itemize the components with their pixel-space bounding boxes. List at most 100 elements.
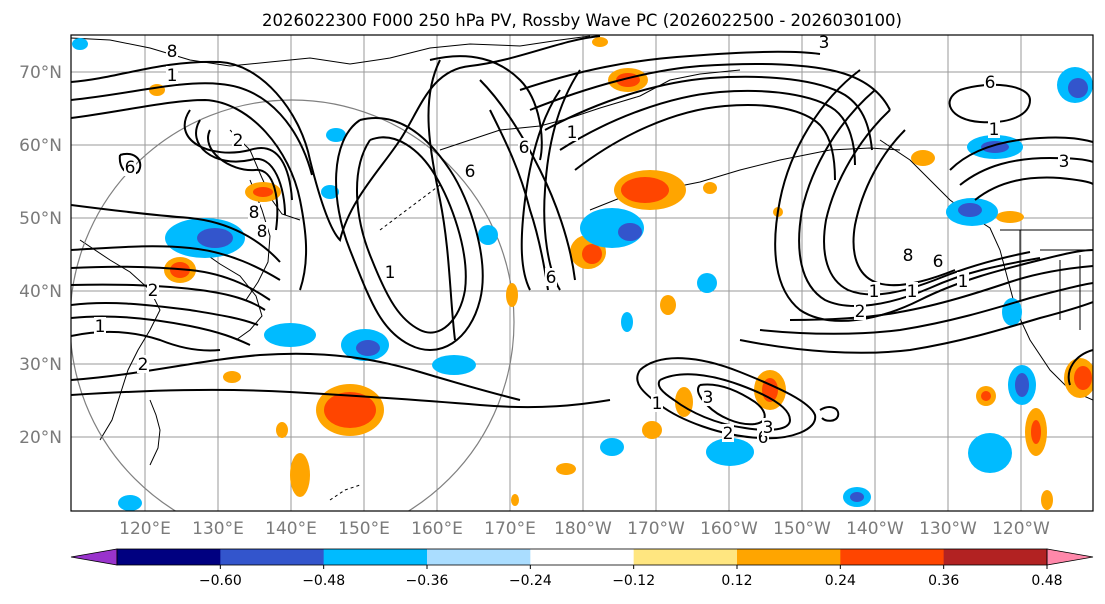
anomaly-patch-small bbox=[1041, 490, 1053, 510]
lat-label: 40°N bbox=[19, 282, 62, 302]
coastline-bering bbox=[439, 69, 741, 151]
contour-label: 6 bbox=[758, 428, 769, 448]
contour-label: 1 bbox=[167, 66, 178, 86]
kuril-chain bbox=[379, 184, 441, 231]
anomaly-patch-subtropical-low bbox=[843, 487, 871, 507]
pv-contour bbox=[544, 75, 873, 151]
anomaly-patch-east-pacific-low bbox=[1008, 365, 1036, 405]
colorbar-segments bbox=[117, 549, 1048, 565]
anomaly-patch-small bbox=[556, 463, 576, 475]
anomaly-patch-negative bbox=[432, 355, 476, 375]
colorbar-segment bbox=[427, 549, 531, 565]
contour-label: 1 bbox=[385, 263, 396, 283]
contour-label: 8 bbox=[167, 42, 178, 62]
contour-label: 1 bbox=[95, 317, 106, 337]
colorbar-tick-label: −0.60 bbox=[199, 573, 242, 589]
lon-label: 140°W bbox=[846, 519, 904, 539]
anomaly-patch-small bbox=[660, 295, 676, 315]
contour-label: 8 bbox=[257, 222, 268, 242]
anomaly-patch-kuroshio bbox=[316, 384, 384, 436]
contour-label: 1 bbox=[989, 120, 1000, 140]
lon-label: 170°W bbox=[627, 519, 685, 539]
lat-label: 50°N bbox=[19, 209, 62, 229]
anomaly-patch-central-pacific-low bbox=[341, 329, 389, 361]
anomaly-patch-aleutian-south bbox=[580, 208, 644, 248]
pv-contour bbox=[789, 265, 1093, 321]
colorbar-tick-label: −0.48 bbox=[302, 573, 345, 589]
contour-label: 3 bbox=[703, 388, 714, 408]
contour-label: 6 bbox=[985, 73, 996, 93]
pv-contour bbox=[949, 136, 1093, 171]
anomaly-patch-gulf bbox=[976, 386, 996, 406]
contour-label: 1 bbox=[567, 123, 578, 143]
anomaly-patch-arctic bbox=[1057, 67, 1093, 103]
contour-label: 8 bbox=[249, 203, 260, 223]
pv-contour bbox=[489, 109, 549, 291]
lon-label: 150°E bbox=[338, 519, 390, 539]
colorbar-segment bbox=[323, 549, 428, 565]
positive-anomaly-patches bbox=[149, 37, 1093, 510]
pv-contour bbox=[71, 352, 521, 401]
colorbar-tick-label: 0.36 bbox=[928, 573, 959, 589]
pv-contour bbox=[118, 152, 142, 175]
contour-label: 1 bbox=[958, 272, 969, 292]
anomaly-patch-small bbox=[276, 422, 288, 438]
pv-contour bbox=[207, 129, 279, 231]
lon-label: 160°W bbox=[700, 519, 758, 539]
anomaly-patch-small bbox=[506, 283, 518, 307]
colorbar-extend-max bbox=[1046, 548, 1094, 566]
anomaly-patch-negative bbox=[706, 438, 754, 466]
colorbar-segment bbox=[633, 549, 738, 565]
pv-contour bbox=[739, 301, 1093, 354]
anomaly-patch-small bbox=[223, 371, 241, 383]
lon-label: 130°E bbox=[192, 519, 244, 539]
longitude-labels: 120°E 130°E 140°E 150°E 160°E 170°E 180°… bbox=[119, 519, 1050, 539]
pv-contour bbox=[574, 103, 836, 181]
pv-contour bbox=[71, 245, 281, 281]
lat-label: 60°N bbox=[19, 136, 62, 156]
colorbar-segment bbox=[530, 549, 635, 565]
pv-contour bbox=[183, 109, 293, 201]
pv-contour bbox=[974, 176, 1093, 201]
pv-contour bbox=[529, 62, 891, 111]
anomaly-patch-negative bbox=[118, 495, 142, 511]
coastline-japan bbox=[199, 249, 263, 341]
great-circle bbox=[71, 99, 515, 511]
pacific-islands bbox=[329, 484, 361, 501]
lon-label: 120°E bbox=[119, 519, 171, 539]
lon-label: 120°W bbox=[992, 519, 1050, 539]
pv-contour bbox=[697, 383, 766, 426]
pv-contour bbox=[195, 119, 286, 216]
lon-label: 150°W bbox=[773, 519, 831, 539]
contour-label: 2 bbox=[148, 281, 159, 301]
map-title: 2026022300 F000 250 hPa PV, Rossby Wave … bbox=[262, 11, 902, 30]
anomaly-patch-small bbox=[290, 453, 310, 497]
pv-contour bbox=[71, 283, 266, 311]
map-background bbox=[71, 35, 1093, 511]
map-panel: 8 1 2 6 8 8 2 1 2 6 1 6 6 1 3 8 6 1 2 1 bbox=[19, 33, 1094, 539]
lon-label: 130°W bbox=[919, 519, 977, 539]
lat-label: 70°N bbox=[19, 63, 62, 83]
lat-label: 20°N bbox=[19, 428, 62, 448]
contour-label: 3 bbox=[1059, 152, 1070, 172]
colorbar-frame bbox=[116, 548, 1048, 566]
pv-contour bbox=[71, 204, 281, 263]
colorbar-segment bbox=[840, 549, 945, 565]
contour-label: 2 bbox=[855, 302, 866, 322]
anomaly-patch-small bbox=[996, 211, 1024, 223]
contour-label: 3 bbox=[763, 418, 774, 438]
contour-label: 1 bbox=[869, 282, 880, 302]
colorbar-tick-label: 0.48 bbox=[1031, 573, 1062, 589]
contour-label: 2 bbox=[138, 355, 149, 375]
anomaly-patch-negative bbox=[621, 312, 633, 332]
anomaly-patch-bering bbox=[608, 68, 648, 92]
pv-contour bbox=[427, 59, 456, 341]
anomaly-patch-alaska bbox=[946, 198, 998, 226]
anomaly-patch-east-pacific bbox=[1025, 408, 1047, 456]
colorbar-segment bbox=[943, 549, 1048, 565]
lon-label: 170°E bbox=[484, 519, 536, 539]
coastline-taiwan-philippines bbox=[149, 399, 161, 466]
anomaly-patch-negative bbox=[326, 128, 346, 142]
contour-label: 3 bbox=[819, 33, 830, 53]
anomaly-patch-small bbox=[642, 421, 662, 439]
